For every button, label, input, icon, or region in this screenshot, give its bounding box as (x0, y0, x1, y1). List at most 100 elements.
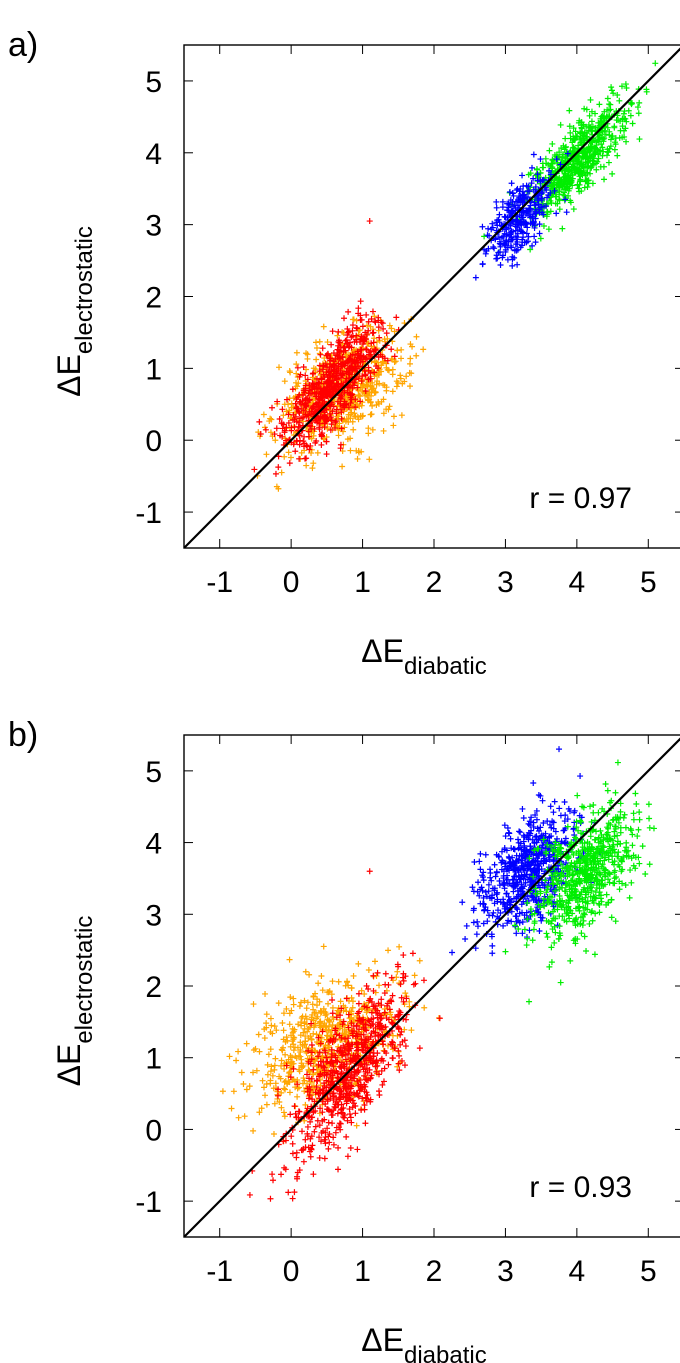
data-point (334, 1047, 341, 1054)
data-point (514, 234, 521, 241)
data-point (528, 879, 535, 886)
data-point (588, 909, 595, 916)
data-point (569, 158, 576, 165)
data-point (384, 357, 391, 364)
data-point (562, 155, 569, 162)
data-point (499, 198, 506, 205)
data-point (605, 148, 612, 155)
data-point (519, 918, 526, 925)
data-point (347, 390, 354, 397)
data-point (510, 860, 517, 867)
y-tick-label: 0 (145, 425, 162, 458)
data-point (585, 180, 592, 187)
data-point (484, 918, 491, 925)
data-point (472, 274, 479, 281)
data-point (578, 830, 585, 837)
data-point (617, 127, 624, 134)
data-point (628, 879, 635, 886)
data-point (281, 453, 288, 460)
data-point (496, 882, 503, 889)
data-point (289, 1195, 296, 1202)
data-point (312, 366, 319, 373)
data-point (280, 1036, 287, 1043)
data-point (370, 1003, 377, 1010)
data-point (304, 1123, 311, 1130)
data-point (317, 351, 324, 358)
data-point (278, 1057, 285, 1064)
data-point (343, 1074, 350, 1081)
data-point (305, 390, 312, 397)
data-point (263, 451, 270, 458)
data-point (505, 893, 512, 900)
data-point (561, 827, 568, 834)
data-point (313, 1077, 320, 1084)
data-point (344, 436, 351, 443)
data-point (532, 811, 539, 818)
data-point (340, 1093, 347, 1100)
data-point (302, 411, 309, 418)
data-point (318, 1009, 325, 1016)
data-point (537, 911, 544, 918)
data-point (630, 816, 637, 823)
data-point (279, 1019, 286, 1026)
data-point (572, 897, 579, 903)
data-point (293, 379, 300, 386)
data-point (330, 1134, 337, 1141)
data-point (332, 419, 339, 426)
data-point (613, 117, 620, 124)
data-point (532, 215, 539, 222)
data-point (322, 1129, 329, 1136)
data-point (620, 814, 627, 821)
data-point (636, 860, 643, 867)
data-point (564, 873, 571, 880)
data-point (316, 403, 323, 410)
data-point (285, 419, 292, 426)
data-point (513, 918, 520, 925)
data-point (554, 898, 561, 905)
data-point (397, 981, 404, 988)
data-point (337, 998, 344, 1005)
data-point (521, 239, 528, 246)
data-point (590, 846, 597, 853)
data-point (323, 1054, 330, 1061)
data-point (530, 926, 537, 933)
data-point (635, 110, 642, 117)
data-point (316, 1049, 323, 1056)
data-point (326, 988, 333, 995)
data-point (548, 959, 555, 966)
data-point (257, 430, 264, 437)
data-point (375, 1032, 382, 1038)
data-point (356, 1026, 363, 1033)
data-point (397, 1031, 404, 1038)
data-point (627, 825, 634, 832)
data-point (588, 864, 595, 871)
data-point (561, 799, 568, 806)
data-point (488, 877, 495, 884)
data-point (515, 845, 522, 852)
data-point (355, 1082, 362, 1089)
data-point (528, 814, 535, 821)
data-point (344, 1050, 351, 1057)
data-point (558, 869, 565, 876)
data-point (507, 197, 514, 204)
data-point (267, 1068, 274, 1075)
data-point (282, 1137, 289, 1144)
data-point (589, 917, 596, 924)
data-point (370, 1059, 377, 1066)
data-point (652, 60, 659, 67)
data-point (384, 335, 391, 342)
data-point (283, 424, 290, 431)
data-point (388, 1019, 395, 1026)
data-point (577, 129, 584, 136)
data-point (513, 187, 520, 194)
data-point (295, 1021, 302, 1028)
data-point (605, 876, 612, 883)
data-point (511, 922, 518, 929)
data-point (578, 170, 585, 177)
data-point (537, 824, 544, 831)
data-point (298, 1022, 305, 1029)
data-point (269, 1171, 276, 1178)
data-point (513, 930, 520, 937)
data-point (601, 850, 608, 857)
data-point (312, 439, 319, 446)
